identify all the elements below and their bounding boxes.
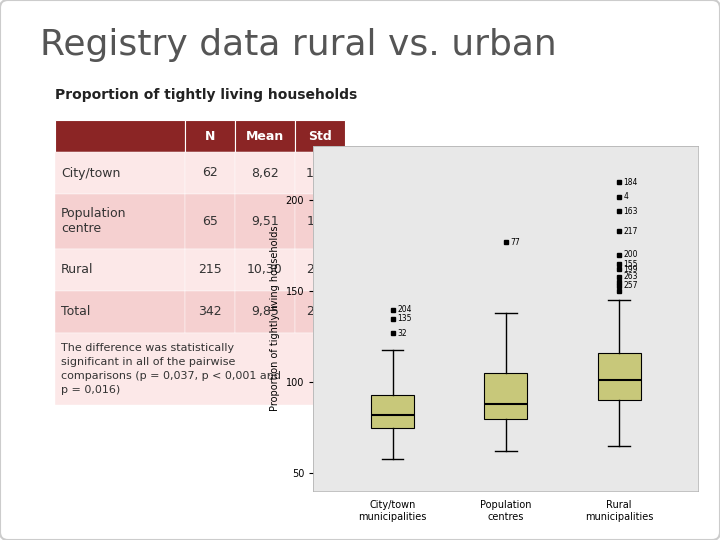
Text: 4: 4 <box>624 192 629 201</box>
Text: 263: 263 <box>624 272 638 281</box>
Text: 1,69: 1,69 <box>306 215 334 228</box>
Text: 32: 32 <box>397 329 407 338</box>
Text: Mean: Mean <box>246 130 284 143</box>
Text: City/town: City/town <box>61 166 120 179</box>
Bar <box>295 248 345 291</box>
PathPatch shape <box>598 353 641 401</box>
Bar <box>55 333 345 404</box>
Text: 184: 184 <box>624 178 638 187</box>
Text: 342: 342 <box>198 305 222 318</box>
Text: Rural: Rural <box>61 263 94 276</box>
Text: 9,51: 9,51 <box>251 215 279 228</box>
Bar <box>235 194 295 248</box>
Text: 2,12: 2,12 <box>306 305 334 318</box>
Bar <box>185 152 235 194</box>
Text: 9,85: 9,85 <box>251 305 279 318</box>
Bar <box>55 248 185 291</box>
Text: 77: 77 <box>510 238 520 247</box>
Text: 257: 257 <box>624 281 638 291</box>
Text: 8,62: 8,62 <box>251 166 279 179</box>
Bar <box>185 291 235 333</box>
Text: 155: 155 <box>624 260 638 268</box>
Bar <box>185 248 235 291</box>
Text: Proportion of tightly living households: Proportion of tightly living households <box>55 88 357 102</box>
Bar <box>55 194 185 248</box>
Text: Registry data rural vs. urban: Registry data rural vs. urban <box>40 28 557 62</box>
Text: 215: 215 <box>198 263 222 276</box>
Text: 199: 199 <box>624 265 638 274</box>
Text: 217: 217 <box>624 227 638 236</box>
Text: 1,57: 1,57 <box>306 166 334 179</box>
Text: 135: 135 <box>397 314 412 323</box>
PathPatch shape <box>485 373 527 418</box>
Bar <box>295 291 345 333</box>
Text: 62: 62 <box>202 166 218 179</box>
Bar <box>295 120 345 152</box>
Text: 10,30: 10,30 <box>247 263 283 276</box>
Bar <box>235 120 295 152</box>
Bar <box>295 194 345 248</box>
Text: The difference was statistically
significant in all of the pairwise
comparisons : The difference was statistically signifi… <box>61 342 281 395</box>
Text: Total: Total <box>61 305 91 318</box>
Text: 200: 200 <box>624 251 638 259</box>
Bar <box>55 291 185 333</box>
Text: 163: 163 <box>624 207 638 216</box>
Bar <box>185 194 235 248</box>
Bar <box>55 152 185 194</box>
Bar <box>235 152 295 194</box>
Text: Std: Std <box>308 130 332 143</box>
Text: 204: 204 <box>397 305 412 314</box>
Text: 2,22: 2,22 <box>306 263 334 276</box>
Bar <box>55 120 185 152</box>
Y-axis label: Proportion of tightly living households: Proportion of tightly living households <box>270 226 280 411</box>
Text: N: N <box>204 130 215 143</box>
Bar <box>295 152 345 194</box>
Text: 65: 65 <box>202 215 218 228</box>
PathPatch shape <box>371 395 414 428</box>
Bar <box>235 291 295 333</box>
Text: Population
centre: Population centre <box>61 207 127 235</box>
Bar <box>235 248 295 291</box>
Bar <box>185 120 235 152</box>
